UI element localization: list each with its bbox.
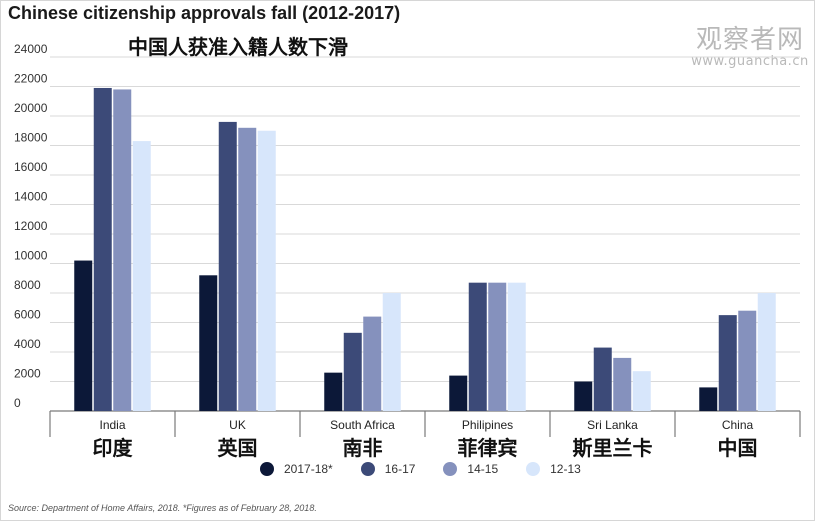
bar-2	[93, 87, 112, 411]
legend-label: 14-15	[467, 462, 499, 476]
bar-3	[113, 89, 132, 411]
x-category-label: Philipines	[462, 418, 513, 432]
x-category-label-cn: 印度	[93, 436, 134, 460]
bar-3	[613, 357, 632, 411]
legend-item: 2017-18*	[260, 462, 333, 476]
legend-item: 12-13	[526, 462, 581, 476]
bar-4	[632, 371, 651, 411]
x-category-label-cn: 菲律宾	[458, 436, 518, 460]
legend-label: 2017-18*	[284, 462, 333, 476]
legend-swatch	[360, 462, 375, 476]
y-tick-label: 6000	[14, 308, 41, 322]
legend-swatch	[260, 462, 274, 476]
legend-swatch	[443, 462, 458, 476]
x-category-label-cn: 斯里兰卡	[573, 436, 653, 460]
watermark-text: 观察者网	[695, 25, 804, 55]
legend-item: 16-17	[360, 462, 416, 476]
bar-1	[199, 275, 218, 411]
bar-4	[382, 293, 401, 411]
bar-1	[449, 375, 468, 411]
bar-3	[363, 316, 382, 411]
chart-title: Chinese citizenship approvals fall (2012…	[8, 3, 401, 23]
x-category-label-cn: 南非	[343, 436, 383, 460]
bar-1	[324, 372, 343, 411]
x-category-label: China	[722, 418, 754, 432]
bar-1	[74, 260, 93, 411]
bar-2	[218, 121, 237, 412]
x-category-label: UK	[229, 418, 246, 432]
watermark-logo: 观察者网 www.guancha.cn	[690, 25, 810, 69]
y-tick-label: 2000	[14, 367, 41, 381]
bar-2	[593, 347, 612, 411]
bar-1	[574, 381, 593, 411]
y-tick-label: 20000	[14, 101, 48, 115]
x-category-label: Sri Lanka	[587, 418, 638, 432]
legend-swatch	[526, 462, 541, 476]
chart-subtitle: 中国人获准入籍人数下滑	[128, 35, 348, 59]
bar-3	[238, 127, 257, 412]
legend: 2017-18* 16-17 14-15 12-13	[260, 462, 609, 476]
y-tick-label: 18000	[14, 131, 48, 145]
source-note: Source: Department of Home Affairs, 2018…	[8, 503, 317, 513]
x-category-label: India	[99, 418, 125, 432]
bar-4	[257, 130, 276, 411]
bar-4	[757, 293, 776, 411]
bar-2	[468, 282, 487, 411]
legend-label: 12-13	[550, 462, 581, 476]
x-category-label: South Africa	[330, 418, 395, 432]
bar-3	[738, 310, 757, 411]
y-tick-label: 10000	[14, 249, 48, 263]
bar-4	[507, 282, 526, 411]
x-category-label-cn: 英国	[218, 436, 258, 460]
legend-label: 16-17	[384, 462, 416, 476]
y-tick-label: 12000	[14, 219, 48, 233]
y-tick-label: 4000	[14, 337, 41, 351]
y-tick-label: 22000	[14, 72, 48, 86]
y-tick-label: 8000	[14, 278, 41, 292]
y-tick-label: 16000	[14, 160, 48, 174]
bar-1	[699, 387, 718, 411]
y-tick-label: 24000	[14, 42, 48, 56]
watermark-url: www.guancha.cn	[691, 54, 809, 69]
y-tick-label: 14000	[14, 190, 48, 204]
bar-3	[488, 282, 507, 411]
bar-2	[718, 315, 737, 411]
bar-4	[132, 141, 151, 411]
bar-2	[343, 332, 362, 411]
y-tick-label: 0	[14, 396, 21, 410]
legend-item: 14-15	[443, 462, 498, 476]
x-category-label-cn: 中国	[718, 436, 758, 460]
